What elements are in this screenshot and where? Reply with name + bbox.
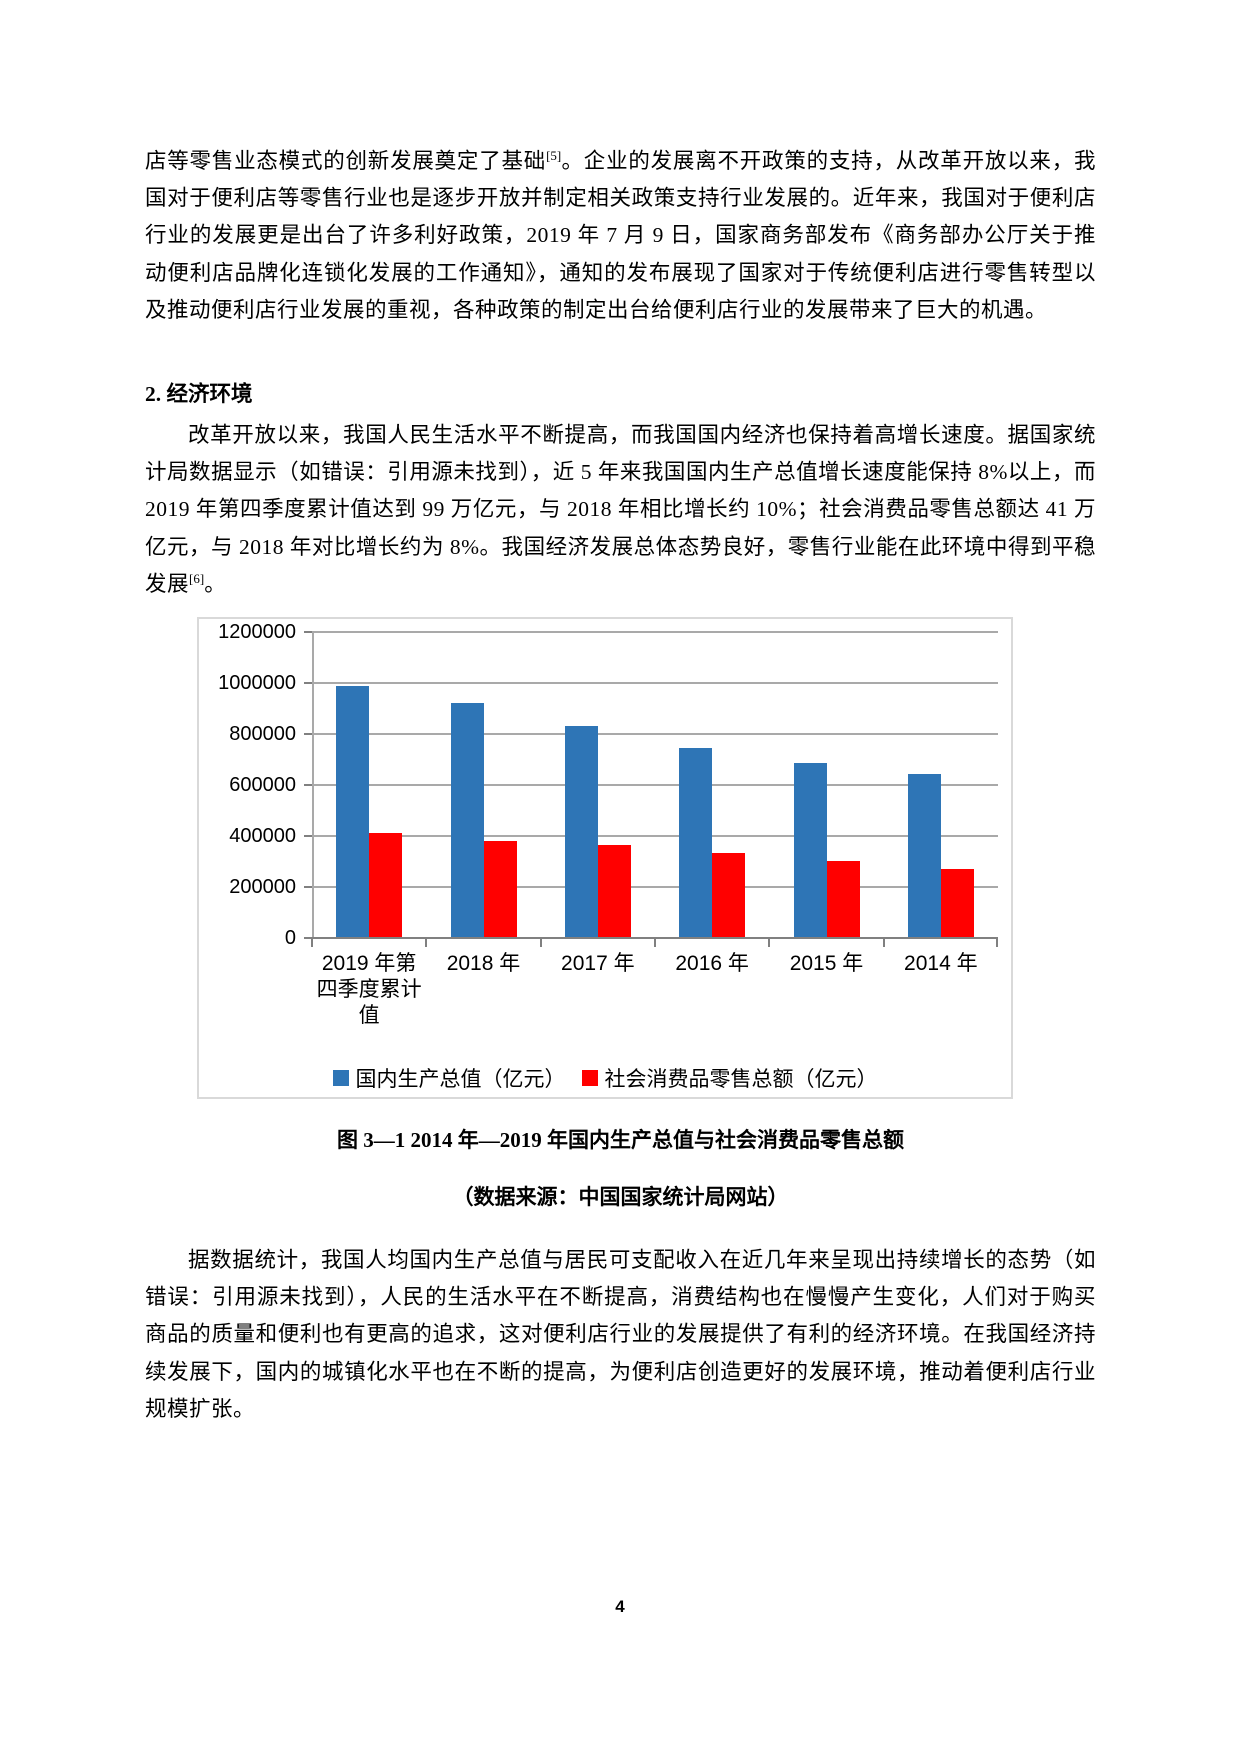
x-axis-line [312,937,998,939]
y-axis-tick-label: 0 [284,927,296,949]
bar-gdp [793,762,827,938]
y-axis-line [312,632,314,938]
citation-5: [5] [546,147,562,163]
chart-gridline [312,886,998,888]
y-axis-tick-label: 800000 [229,723,296,745]
paragraph-policy-text-before: 店等零售业态模式的创新发展奠定了基础 [145,149,547,173]
page-number: 4 [615,1597,625,1616]
y-axis-tick-label: 1000000 [218,672,296,694]
x-axis-tickmark [768,938,771,947]
figure-caption: 图 3—1 2014 年—2019 年国内生产总值与社会消费品零售总额 [337,1128,904,1152]
y-axis-tickmark [304,733,312,735]
legend-item-gdp: 国内生产总值（亿元） [332,1063,566,1093]
legend-label: 国内生产总值（亿元） [355,1068,566,1091]
y-axis-tickmark [304,631,312,633]
bar-retail [940,868,974,938]
y-axis-tickmark [304,682,312,684]
page-content: 店等零售业态模式的创新发展奠定了基础[5]。企业的发展离不开政策的支持，从改革开… [145,143,1096,1428]
paragraph-economy: 改革开放以来，我国人民生活水平不断提高，而我国国内经济也保持着高增长速度。据国家… [145,417,1096,603]
paragraph-economy-text-before: 改革开放以来，我国人民生活水平不断提高，而我国国内经济也保持着高增长速度。据国家… [145,423,1096,596]
legend-label: 社会消费品零售总额（亿元） [604,1068,878,1091]
section-heading-economic-environment: 2. 经济环境 [145,382,253,406]
paragraph-income-growth: 据数据统计，我国人均国内生产总值与居民可支配收入在近几年来呈现出持续增长的态势（… [145,1248,1096,1421]
y-axis-tickmark [304,937,312,939]
x-axis-tick-label: 2019 年第 四季度累计值 [316,952,422,1027]
bar-gdp [450,703,484,938]
bar-retail [712,853,746,938]
paragraph-policy: 店等零售业态模式的创新发展奠定了基础[5]。企业的发展离不开政策的支持，从改革开… [145,143,1096,366]
gdp-retail-bar-chart: 0 200000 400000 600000 800000 1000000 1200000 2… [197,617,1013,1099]
x-axis-tick-label: 2014 年 [904,952,978,975]
bar-retail [369,833,403,938]
x-axis-tickmark [311,938,313,947]
chart-gridline [312,631,998,633]
x-axis-tickmark [654,938,656,947]
bar-gdp [679,748,713,938]
chart-gridline [312,835,998,837]
x-axis-tick-label: 2017 年 [561,952,635,975]
x-axis-tickmark [882,938,885,947]
x-axis-tick-label: 2015 年 [789,952,864,975]
bar-gdp [907,774,941,938]
legend-swatch-gdp [332,1070,349,1086]
chart-gridline [312,733,998,735]
bar-retail [483,840,517,938]
paragraph-economy-text-after: 。 [204,571,227,596]
chart-gridline [312,784,998,786]
legend-swatch-retail [581,1070,598,1086]
citation-6: [6] [189,570,205,586]
bar-gdp [336,685,370,938]
chart-gridline [312,682,998,684]
x-axis-tickmark [425,938,428,947]
bar-retail [597,844,631,938]
y-axis-tickmark [304,886,312,888]
y-axis-tickmark [304,835,312,837]
x-axis-tickmark [539,938,542,947]
paragraph-policy-text-after: 。企业的发展离不开政策的支持，从改革开放以来，我国对于便利店等零售行业也是逐步开… [145,149,1096,322]
chart-legend: 国内生产总值（亿元） 社会消费品零售总额（亿元） [199,1063,1011,1093]
x-axis-tickmark [996,938,998,947]
y-axis-tick-label: 600000 [229,774,296,796]
bar-gdp [564,726,598,938]
figure-data-source: （数据来源：中国国家统计局网站） [452,1185,789,1209]
y-axis-tick-label: 400000 [229,825,296,847]
bar-retail [826,861,860,938]
y-axis-tick-label: 1200000 [218,621,296,643]
y-axis-tickmark [304,784,312,786]
legend-item-retail: 社会消费品零售总额（亿元） [581,1063,878,1093]
x-axis-tick-label: 2016 年 [675,952,749,975]
y-axis-tick-label: 200000 [229,876,296,898]
x-axis-tick-label: 2018 年 [446,952,521,975]
